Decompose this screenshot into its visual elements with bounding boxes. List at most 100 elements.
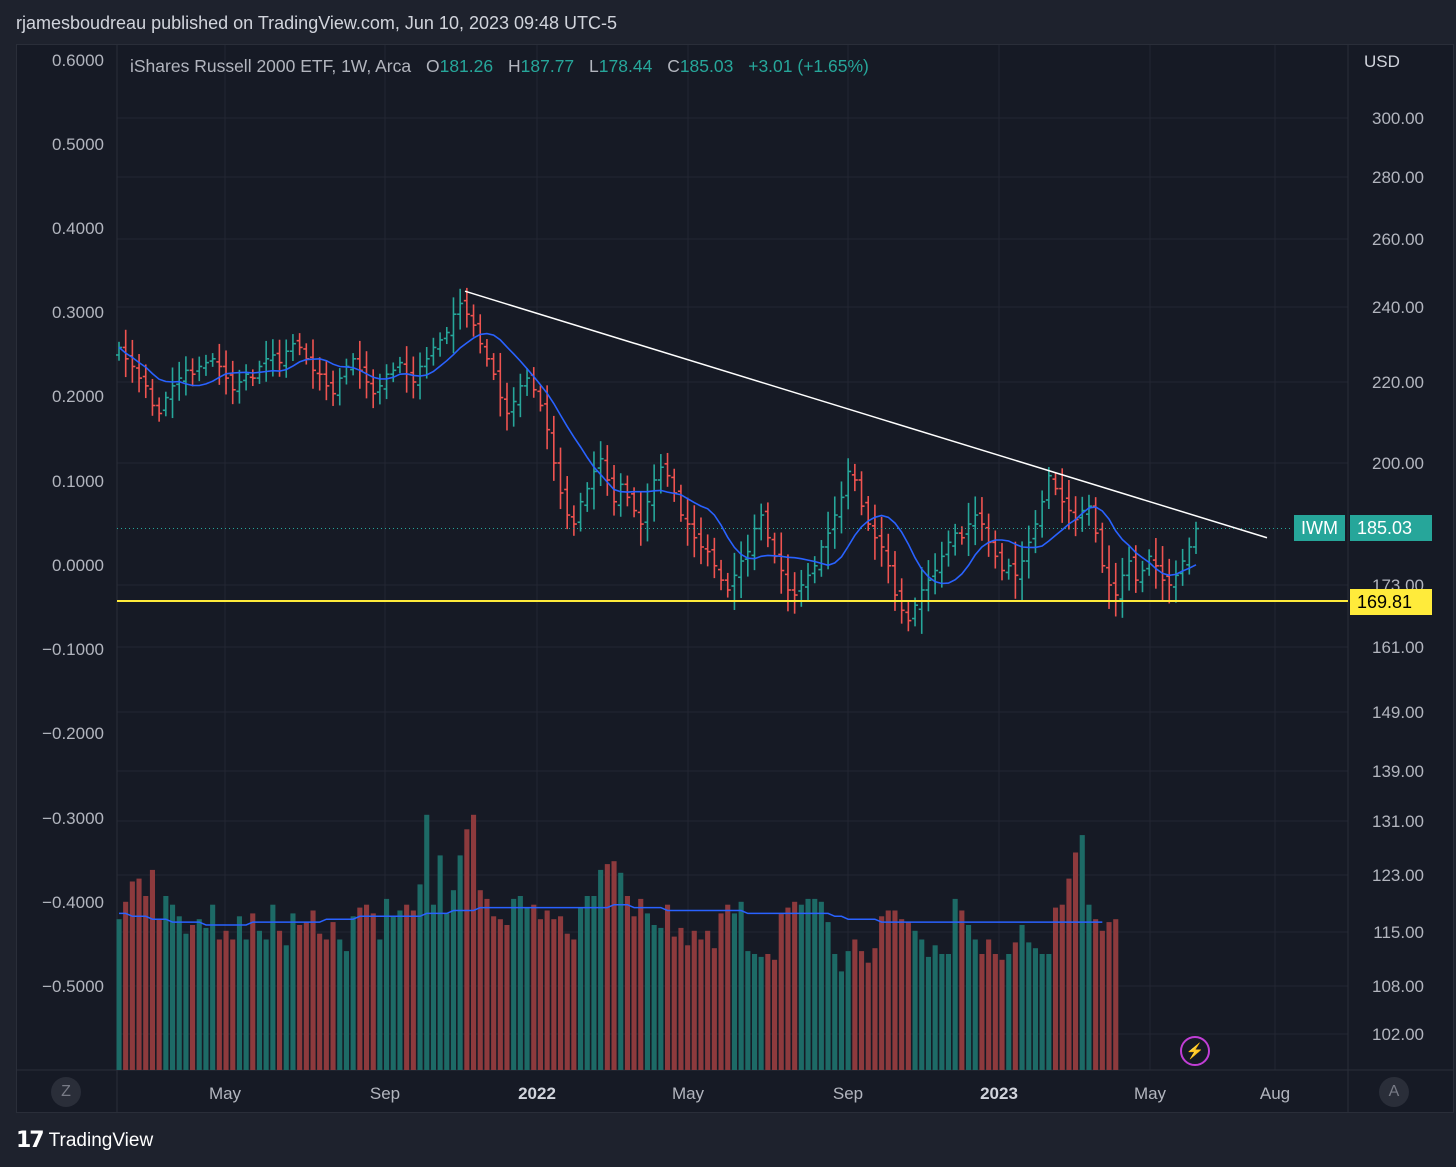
left-tick-label: 0.3000 — [52, 303, 104, 322]
ohlc-bar — [544, 385, 551, 450]
volume-bar — [731, 913, 737, 1070]
volume-bar — [176, 916, 182, 1070]
left-tick-label: 0.0000 — [52, 556, 104, 575]
ohlc-bar — [1065, 479, 1072, 530]
volume-bar — [471, 814, 477, 1070]
ohlc-bar — [1039, 490, 1046, 538]
volume-bar — [256, 930, 262, 1070]
ohlc-bar — [1012, 541, 1019, 599]
currency-label[interactable]: USD — [1364, 52, 1400, 71]
ohlc-bar — [249, 369, 256, 387]
ohlc-bar — [503, 382, 510, 431]
ohlc-bar — [992, 530, 999, 569]
volume-bar — [437, 855, 443, 1070]
ohlc-bar — [350, 353, 357, 376]
volume-bar — [1032, 948, 1038, 1070]
volume-bar — [798, 904, 804, 1070]
ohlc-bar — [142, 364, 149, 399]
volume-bar — [772, 959, 778, 1070]
ohlc-bar — [784, 554, 791, 612]
ohlc-bar — [470, 304, 477, 337]
volume-bar — [999, 959, 1005, 1070]
volume-bar — [277, 930, 283, 1070]
volume-bar — [1019, 925, 1025, 1070]
volume-bar — [524, 907, 530, 1070]
time-tick-label: May — [209, 1084, 242, 1103]
ohlc-bar — [1059, 468, 1066, 523]
volume-bar — [404, 904, 410, 1070]
ohlc-bar — [1019, 541, 1026, 601]
ohlc-bar — [718, 559, 725, 591]
volume-bar — [611, 861, 617, 1070]
volume-bar — [671, 936, 677, 1070]
auto-zoom-button[interactable]: Z — [51, 1077, 81, 1107]
lightning-icon[interactable]: ⚡ — [1180, 1036, 1210, 1066]
ohlc-bar — [905, 601, 912, 632]
volume-bar — [1113, 919, 1119, 1070]
ohlc-bar — [1139, 560, 1146, 593]
volume-bar — [290, 913, 296, 1070]
ohlc-bar — [550, 415, 557, 481]
volume-bar — [1086, 904, 1092, 1070]
volume-bar — [899, 919, 905, 1070]
volume-bar — [905, 922, 911, 1070]
ohlc-bar — [818, 540, 825, 577]
ohlc-bar — [1085, 494, 1092, 526]
ohlc-bar — [1112, 562, 1119, 617]
volume-bar — [364, 904, 370, 1070]
ohlc-bar — [229, 360, 236, 405]
volume-bar — [183, 933, 189, 1070]
ohlc-bar — [604, 445, 611, 496]
volume-bar — [283, 945, 289, 1070]
volume-bar — [143, 896, 149, 1070]
ohlc-bar — [189, 358, 196, 387]
change-value: +3.01 (+1.65%) — [748, 56, 869, 76]
ohlc-bar — [858, 471, 865, 516]
ohlc-bar — [972, 496, 979, 546]
volume-bar — [758, 956, 764, 1070]
price-tick-label: 102.00 — [1372, 1025, 1424, 1044]
volume-bar — [925, 956, 931, 1070]
volume-bar — [517, 896, 523, 1070]
volume-bar — [698, 939, 704, 1070]
grid-lines — [117, 45, 1348, 1070]
ohlc-bars — [116, 287, 1199, 634]
price-tick-label: 161.00 — [1372, 638, 1424, 657]
ohlc-bar — [617, 473, 624, 517]
ohlc-bar — [309, 339, 316, 389]
ohlc-bar — [878, 516, 885, 567]
volume-bar — [210, 904, 216, 1070]
volume-bar — [584, 896, 590, 1070]
ohlc-bar — [651, 464, 658, 522]
ohlc-bar — [1052, 472, 1059, 496]
high-label: H — [508, 56, 521, 76]
ohlc-bar — [483, 339, 490, 367]
volume-bar — [450, 890, 456, 1070]
volume-bar — [230, 939, 236, 1070]
open-label: O — [425, 56, 440, 76]
volume-bar — [1093, 919, 1099, 1070]
open-value: 181.26 — [439, 56, 494, 76]
tradingview-logo[interactable]: 17 TradingView — [16, 1128, 153, 1153]
volume-bar — [838, 971, 844, 1070]
ohlc-bar — [1005, 558, 1012, 580]
ohlc-bar — [196, 356, 203, 382]
volume-bar — [390, 916, 396, 1070]
volume-bar — [497, 919, 503, 1070]
left-tick-label: 0.4000 — [52, 219, 104, 238]
ohlc-bar — [524, 368, 531, 396]
volume-bar — [805, 898, 811, 1070]
price-tick-label: 131.00 — [1372, 812, 1424, 831]
volume-bar — [410, 910, 416, 1070]
ohlc-bar — [564, 476, 571, 530]
volume-bar — [343, 951, 349, 1070]
ohlc-bar — [370, 369, 377, 409]
volume-bar — [424, 814, 430, 1070]
ohlc-bar — [597, 441, 604, 487]
ohlc-bar — [410, 356, 417, 399]
support-price-badge: 169.81 — [1350, 589, 1432, 615]
symbol-legend: iShares Russell 2000 ETF, 1W, Arca O181.… — [130, 56, 869, 77]
ohlc-bar — [925, 560, 932, 612]
auto-scale-button[interactable]: A — [1379, 1077, 1409, 1107]
